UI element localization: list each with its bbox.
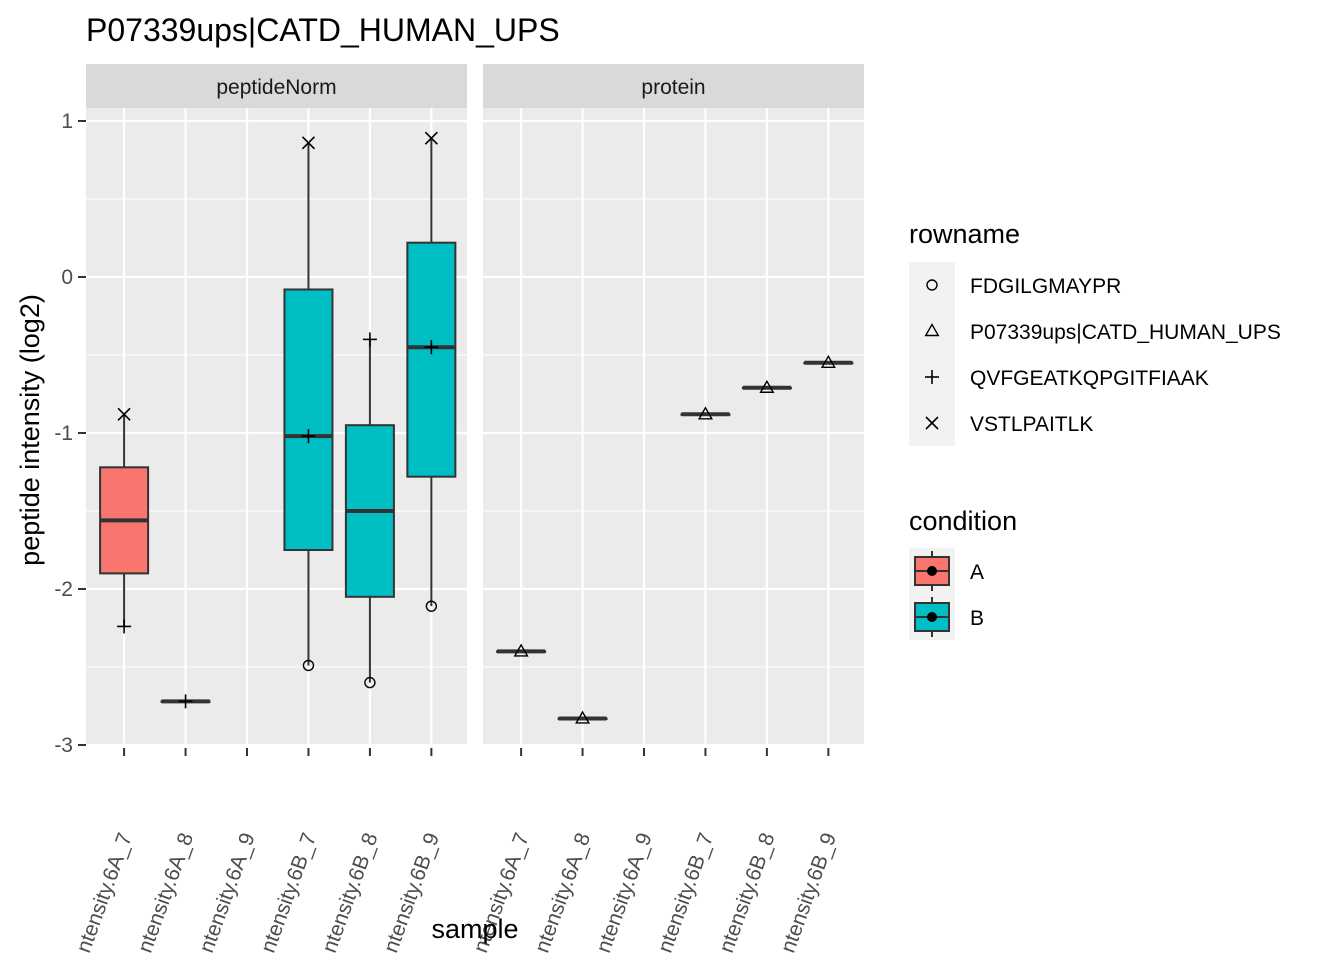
panels-layer: peptideNorm protein [86, 64, 864, 747]
data-point [362, 332, 377, 347]
data-point-d2 [117, 407, 131, 421]
data-point [178, 694, 193, 709]
x-tick-label: ntensity.6B_8 [715, 830, 780, 956]
panel-background [483, 108, 864, 746]
data-point [117, 407, 131, 421]
y-tick-label: 1 [61, 110, 73, 133]
data-point [301, 429, 316, 444]
data-point [424, 131, 438, 145]
box-intensity.6B_8 [741, 385, 792, 390]
data-point-d2 [424, 131, 438, 145]
panel-strip-label: protein [641, 76, 705, 99]
data-point-mark [513, 643, 529, 657]
x-tick-label: ntensity.6A_8 [531, 830, 596, 956]
legend-rowname-title: rowname [909, 219, 1020, 249]
legend-key-cross-d2 [925, 416, 939, 430]
box-intensity.6A_7 [496, 649, 547, 654]
data-point [364, 676, 376, 689]
legend-key-triangle [924, 323, 940, 337]
panel-strip [86, 64, 467, 108]
x-tick-label: ntensity.6B_7 [654, 830, 719, 956]
x-tick-label: ntensity.6B_9 [776, 830, 841, 956]
box-intensity.6B_7 [680, 412, 731, 417]
legend-key-point [927, 612, 937, 622]
data-point [302, 659, 315, 672]
panel-strip-label: peptideNorm [216, 76, 336, 99]
box-intensity.6B_8 [344, 339, 395, 683]
data-point-mark [575, 710, 591, 724]
data-point [117, 619, 132, 634]
data-point-mark [364, 676, 376, 689]
legend-key-triangle-mark [924, 323, 940, 337]
legend-rowname: rowname FDGILGMAYPR P07339ups|CATD_HUMAN_… [909, 219, 1281, 446]
data-point-mark [820, 354, 836, 368]
legend-condition-title: condition [909, 506, 1017, 536]
panel-strip [483, 64, 864, 108]
y-axis: 1 0 -1 -2 -3 [54, 110, 86, 757]
y-tick-label: -1 [54, 422, 73, 445]
data-point [425, 600, 438, 612]
x-tick-label: ntensity.6A_8 [134, 830, 199, 956]
legend-condition-label: A [970, 561, 984, 584]
x-tick-label: ntensity.6A_7 [72, 830, 137, 956]
data-point-mark [759, 379, 775, 393]
data-point [697, 406, 713, 420]
legend-key-plus [925, 370, 939, 384]
panel-protein: protein [483, 64, 864, 747]
box-body [283, 288, 334, 551]
y-tick-label: 0 [61, 266, 73, 289]
data-point [820, 354, 836, 368]
data-point-mark [425, 600, 438, 612]
box-intensity.6A_8 [557, 716, 608, 721]
data-point [513, 643, 529, 657]
legend-condition-label: B [970, 607, 984, 630]
y-tick-label: -2 [54, 578, 73, 601]
panel-background [86, 108, 467, 746]
chart-title: P07339ups|CATD_HUMAN_UPS [86, 12, 560, 48]
data-point [424, 340, 439, 355]
x-tick-label: ntensity.6B_7 [257, 830, 322, 956]
box-intensity.6B_9 [803, 360, 854, 365]
box-intensity.6A_7 [99, 414, 150, 627]
x-tick-label: ntensity.6A_9 [195, 830, 260, 956]
panel-peptideNorm: peptideNorm [86, 64, 467, 747]
data-point [301, 136, 316, 150]
x-axis-title: sample [431, 914, 518, 944]
x-tick-label: ntensity.6B_8 [318, 830, 383, 956]
data-point [759, 379, 775, 393]
legend-key-cross [925, 416, 939, 430]
x-tick-label: ntensity.6A_9 [592, 830, 657, 956]
box-intensity.6B_9 [406, 138, 457, 607]
legend-key-point [927, 566, 937, 576]
legend-rowname-label: FDGILGMAYPR [970, 275, 1121, 298]
legend-rowname-label: QVFGEATKQPGITFIAAK [970, 367, 1209, 390]
data-point [575, 710, 591, 724]
box-body [406, 241, 457, 478]
data-point-mark [302, 659, 315, 672]
legend-rowname-label: VSTLPAITLK [970, 413, 1093, 436]
y-tick-label: -3 [54, 734, 73, 757]
legend-key-background [909, 308, 955, 354]
legend-key-circle-mark [926, 279, 938, 291]
data-point-mark [697, 406, 713, 420]
legend-key-circle [926, 279, 938, 291]
legend-rowname-label: P07339ups|CATD_HUMAN_UPS [970, 321, 1281, 344]
legend-key-background [909, 262, 955, 308]
legend-condition: condition AB [909, 506, 1017, 640]
y-axis-title: peptide intensity (log2) [15, 294, 45, 566]
data-point-d2 [301, 136, 316, 150]
